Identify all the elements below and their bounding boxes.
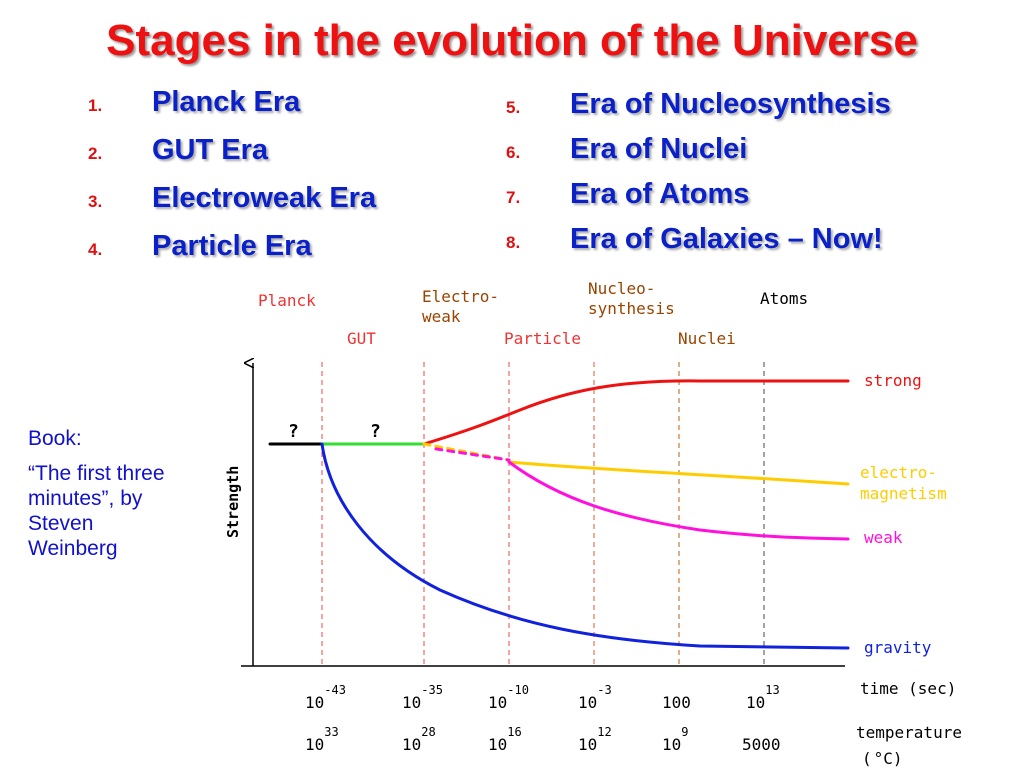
- book-note: Book: “The first three minutes”, by Stev…: [28, 426, 178, 571]
- era-number: 3.: [88, 192, 103, 211]
- era-label-atoms: Atoms: [760, 289, 808, 308]
- time-tick: 10-10: [488, 683, 529, 712]
- era-label-gut: GUT: [347, 329, 376, 348]
- time-tick: 1013: [746, 683, 780, 712]
- time-tick: 10-43: [305, 683, 346, 712]
- era-label: Planck Era: [152, 86, 301, 118]
- unknown-marker: ?: [370, 421, 381, 442]
- era-number: 6.: [506, 143, 521, 162]
- weak-force-curve: [507, 460, 850, 541]
- era-label: Era of Atoms: [570, 178, 750, 210]
- temperature-tick: 1033: [305, 725, 339, 754]
- force-label-strong: strong: [864, 371, 922, 390]
- era-label: Era of Nuclei: [570, 133, 748, 165]
- era-number: 5.: [506, 98, 521, 117]
- electroweak-curve-magenta: [428, 446, 511, 462]
- era-label: Era of Nucleosynthesis: [570, 88, 891, 120]
- era-number: 8.: [506, 233, 521, 252]
- force-label-weak: weak: [864, 528, 903, 547]
- temperature-tick: 109: [662, 725, 689, 754]
- y-axis-label: Strength: [224, 466, 242, 538]
- time-tick: 10-35: [402, 683, 443, 712]
- time-axis-label: time (sec): [860, 679, 956, 698]
- force-label-electromagnetism-line2: magnetism: [860, 484, 947, 503]
- era-label: GUT Era: [152, 134, 269, 166]
- book-heading: Book:: [28, 427, 82, 450]
- era-label-electroweak-line2: weak: [422, 307, 461, 326]
- temperature-tick: 1016: [488, 725, 522, 754]
- electromagnetism-curve: [507, 460, 850, 486]
- era-label-particle: Particle: [504, 329, 581, 348]
- era-label-nucleosynthesis-line1: Nucleo-: [588, 279, 655, 298]
- page-title: Stages in the evolution of the Universe: [106, 16, 918, 65]
- unknown-marker: ?: [288, 421, 299, 442]
- strong-force-curve: [422, 379, 850, 446]
- force-label-gravity: gravity: [864, 638, 932, 657]
- era-label: Particle Era: [152, 230, 312, 262]
- era-number: 2.: [88, 144, 103, 163]
- temperature-tick: 1012: [578, 725, 612, 754]
- era-label-planck: Planck: [258, 291, 316, 310]
- era-number: 4.: [88, 240, 103, 259]
- era-label: Era of Galaxies – Now!: [570, 223, 883, 255]
- era-label: Electroweak Era: [152, 182, 377, 214]
- temperature-axis-unit: (°C): [862, 749, 903, 768]
- temperature-tick: 1028: [402, 725, 436, 754]
- time-tick: 100: [662, 693, 691, 712]
- temperature-axis-label: temperature: [856, 723, 962, 742]
- era-number: 7.: [506, 188, 521, 207]
- time-tick: 10-3: [578, 683, 612, 712]
- era-number: 1.: [88, 96, 103, 115]
- force-label-electromagnetism-line1: electro-: [860, 463, 937, 482]
- era-label-nuclei: Nuclei: [678, 329, 736, 348]
- era-label-nucleosynthesis-line2: synthesis: [588, 299, 675, 318]
- era-label-electroweak-line1: Electro-: [422, 287, 499, 306]
- book-text: “The first three minutes”, by Steven Wei…: [28, 462, 165, 560]
- temperature-tick: 5000: [742, 735, 781, 754]
- gravity-curve: [320, 442, 850, 650]
